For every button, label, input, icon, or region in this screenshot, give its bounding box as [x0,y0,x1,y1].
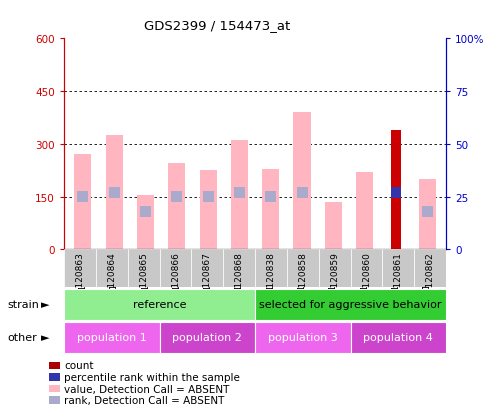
Text: GSM120864: GSM120864 [107,252,116,306]
Text: GSM120858: GSM120858 [298,252,308,306]
Bar [265,192,276,202]
Bar [137,195,154,250]
Text: population 3: population 3 [268,332,338,343]
Bar [109,188,120,198]
Text: GSM120861: GSM120861 [394,252,403,306]
Text: population 2: population 2 [173,332,242,343]
Text: GSM120865: GSM120865 [139,252,148,306]
Text: ►: ► [41,332,50,343]
Bar [351,250,383,287]
Text: GSM120859: GSM120859 [330,252,339,306]
Bar [128,250,160,287]
Bar [255,289,446,320]
Bar [351,322,446,353]
Bar [160,250,191,287]
Bar [293,113,311,250]
Bar [356,173,373,250]
Bar [255,250,287,287]
Text: GSM120838: GSM120838 [267,252,276,306]
Bar [106,136,123,250]
Bar [203,192,213,202]
Bar [64,250,96,287]
Bar [160,322,255,353]
Text: strain: strain [7,299,39,310]
Bar [262,169,280,250]
Text: rank, Detection Call = ABSENT: rank, Detection Call = ABSENT [64,395,224,405]
Bar [96,250,128,287]
Bar [383,250,414,287]
Bar [191,250,223,287]
Text: reference: reference [133,299,186,310]
Bar [64,289,255,320]
Text: GDS2399 / 154473_at: GDS2399 / 154473_at [144,19,290,31]
Bar [231,141,248,250]
Bar [64,322,160,353]
Bar [287,250,319,287]
Bar [391,131,401,250]
Bar [140,206,151,217]
Text: value, Detection Call = ABSENT: value, Detection Call = ABSENT [64,384,229,394]
Bar [74,155,92,250]
Text: GSM120866: GSM120866 [171,252,180,306]
Text: percentile rank within the sample: percentile rank within the sample [64,372,240,382]
Text: ►: ► [41,299,50,310]
Bar [200,171,217,250]
Text: selected for aggressive behavior: selected for aggressive behavior [259,299,442,310]
Bar [297,188,308,198]
Text: GSM120868: GSM120868 [235,252,244,306]
Text: GSM120860: GSM120860 [362,252,371,306]
Text: population 1: population 1 [77,332,147,343]
Text: other: other [7,332,37,343]
Text: GSM120862: GSM120862 [426,252,435,306]
Bar [168,164,185,250]
Bar [414,250,446,287]
Bar [234,188,245,198]
Bar [223,250,255,287]
Bar [419,180,436,250]
Bar [325,202,342,250]
Bar [77,192,88,202]
Bar [172,192,182,202]
Bar [391,188,401,198]
Text: population 4: population 4 [363,332,433,343]
Bar [319,250,351,287]
Bar [255,322,351,353]
Text: GSM120867: GSM120867 [203,252,212,306]
Text: GSM120863: GSM120863 [75,252,84,306]
Bar [422,206,433,217]
Text: count: count [64,361,94,370]
